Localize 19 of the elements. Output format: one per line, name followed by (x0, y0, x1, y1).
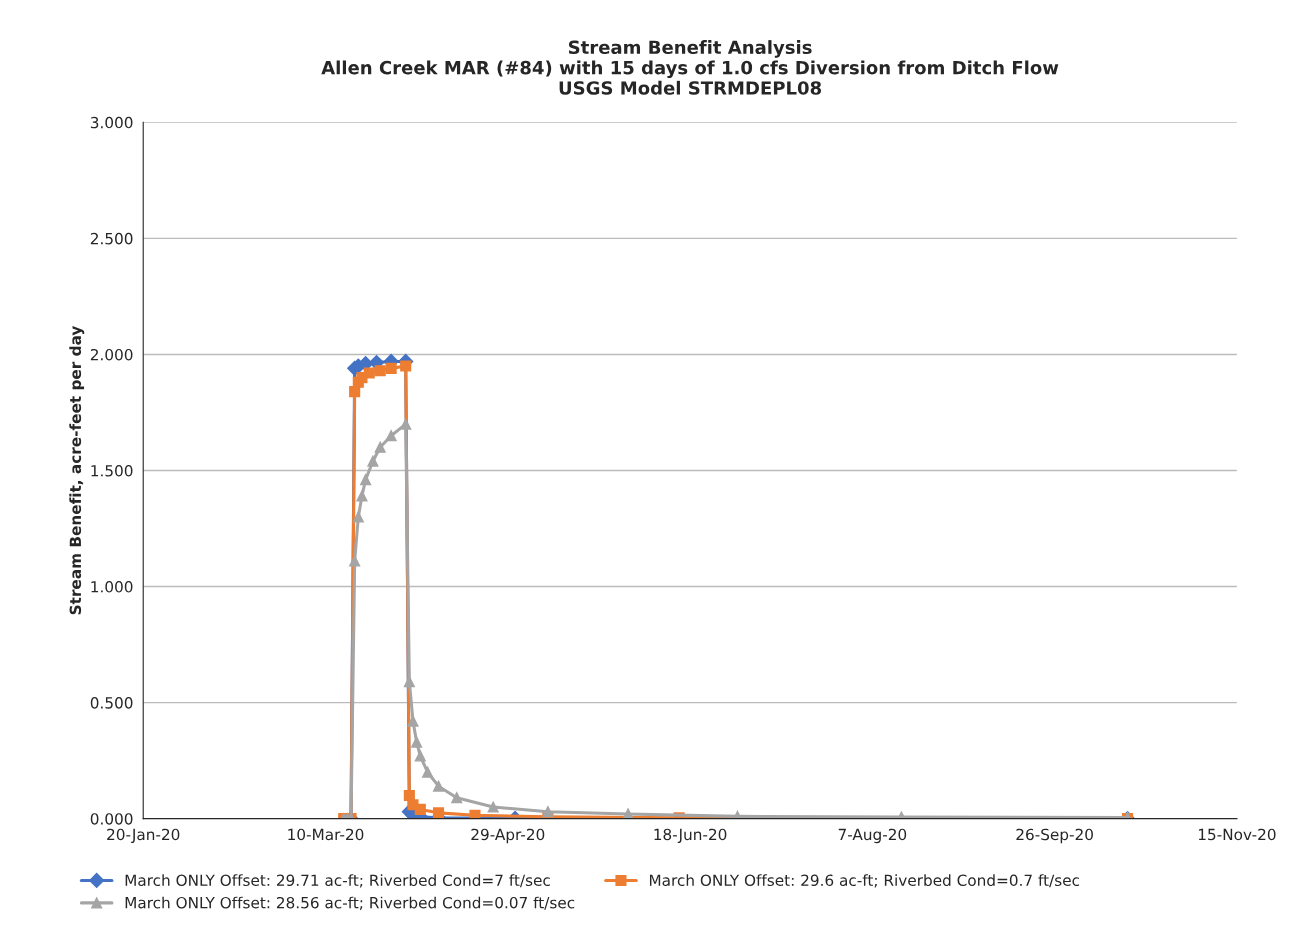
x-tick-label: 15-Nov-20 (1198, 828, 1276, 841)
y-tick-label: 3.000 (90, 116, 133, 129)
x-tick-label: 26-Sep-20 (1016, 828, 1093, 844)
chart-title: Stream Benefit Analysis Allen Creek MAR (#84) with 15 days of 1.0 cfs Diversion from Ditch Flow USGS Model STRMDEPL08 (321, 40, 1059, 95)
legend-label: March ONLY Offset: 29.71 ac-ft; Riverbed Cond=7 ft/sec (125, 874, 550, 888)
legend-label: March ONLY Offset: 28.56 ac-ft; Riverbed Cond=0.07 ft/sec (125, 896, 575, 911)
x-tick-label: 7-Aug-20 (838, 828, 907, 844)
y-tick-label: 1.000 (91, 581, 133, 593)
legend-label: March ONLY Offset: 29.6 ac-ft; Riverbed Cond=0.7 ft/sec (649, 874, 1080, 888)
y-tick-label: 0.500 (90, 697, 133, 709)
x-tick-label: 10-Mar-20 (288, 828, 364, 841)
y-tick-label: 0.000 (90, 813, 133, 825)
y-tick-label: 2.000 (90, 348, 133, 361)
x-tick-label: 20-Jan-20 (107, 828, 180, 844)
x-tick-label: 29-Apr-20 (471, 828, 545, 844)
x-tick-label: 18-Jun-20 (654, 828, 727, 844)
y-tick-label: 1.500 (91, 464, 133, 477)
y-axis-title: Stream Benefit, acre-feet per day (69, 325, 85, 615)
y-tick-label: 2.500 (90, 232, 133, 245)
